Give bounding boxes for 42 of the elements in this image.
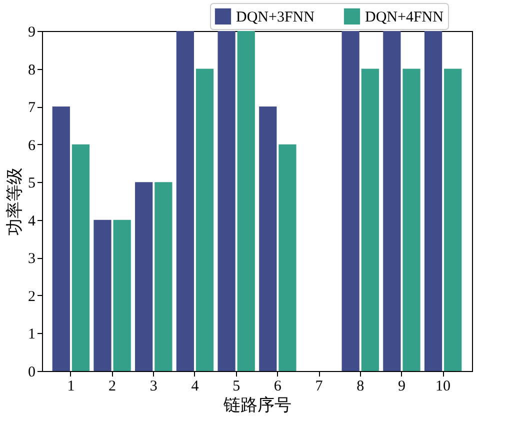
y-tick-label: 7 bbox=[28, 100, 36, 116]
y-tick-label: 5 bbox=[28, 176, 36, 192]
bar bbox=[72, 144, 90, 371]
x-tick-label: 1 bbox=[67, 378, 75, 394]
x-tick-label: 3 bbox=[150, 378, 158, 394]
bar bbox=[259, 106, 277, 371]
legend-label: DQN+4FNN bbox=[365, 9, 444, 26]
x-tick-label: 7 bbox=[315, 378, 324, 394]
bar bbox=[342, 31, 360, 371]
bar bbox=[135, 182, 153, 371]
x-axis-title: 链路序号 bbox=[222, 396, 292, 414]
x-tick-label: 9 bbox=[398, 378, 406, 394]
bar bbox=[218, 31, 236, 371]
y-tick-label: 0 bbox=[28, 364, 36, 380]
bar bbox=[113, 220, 131, 371]
x-tick-label: 2 bbox=[108, 378, 116, 394]
legend-label: DQN+3FNN bbox=[236, 9, 315, 26]
bar bbox=[361, 68, 379, 371]
x-tick-label: 5 bbox=[232, 378, 240, 394]
bar bbox=[52, 106, 70, 371]
x-tick-label: 8 bbox=[356, 378, 364, 394]
bar bbox=[94, 220, 112, 371]
bar bbox=[424, 31, 442, 371]
x-tick-label: 4 bbox=[191, 378, 200, 394]
bar bbox=[278, 144, 296, 371]
y-tick-label: 2 bbox=[28, 288, 36, 305]
x-tick-label: 6 bbox=[274, 378, 282, 394]
bar bbox=[383, 31, 401, 371]
x-tick-label: 10 bbox=[436, 378, 451, 394]
y-tick-label: 3 bbox=[28, 251, 36, 268]
y-tick-label: 9 bbox=[28, 24, 36, 40]
bar bbox=[402, 68, 420, 371]
bar bbox=[444, 68, 462, 371]
y-tick-label: 8 bbox=[28, 62, 36, 78]
y-axis-title: 功率等级 bbox=[5, 168, 24, 236]
bar bbox=[176, 31, 194, 371]
y-tick-label: 1 bbox=[28, 326, 36, 343]
bar bbox=[154, 182, 172, 371]
bar bbox=[237, 31, 255, 371]
bar bbox=[196, 68, 214, 371]
y-tick-label: 4 bbox=[28, 213, 36, 230]
y-tick-label: 6 bbox=[28, 138, 36, 154]
